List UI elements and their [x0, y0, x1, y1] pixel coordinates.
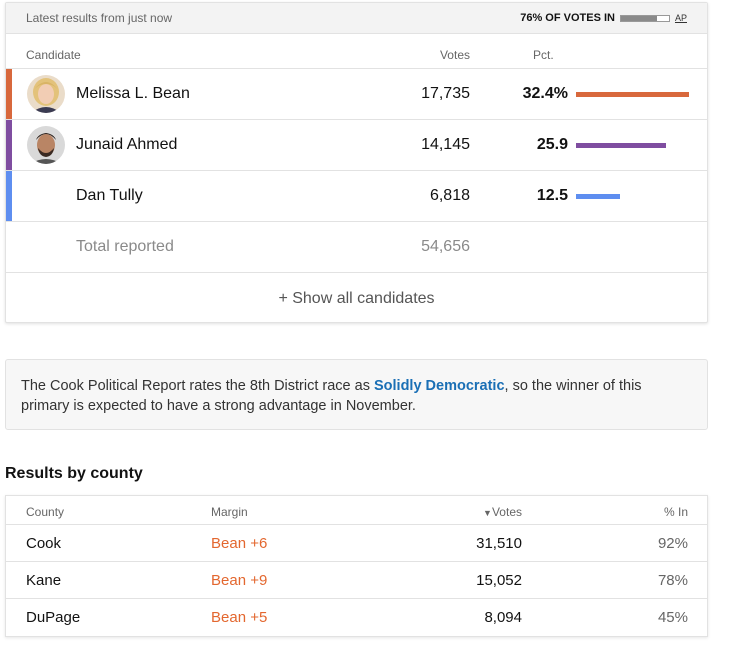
latest-results-text: Latest results from just now: [26, 11, 173, 25]
candidate-pct-bar: [576, 143, 666, 148]
county-table-header: County Margin ▼Votes % In: [6, 496, 707, 525]
candidate-color-stripe: [6, 120, 12, 170]
votes-in-indicator: 76% OF VOTES IN AP: [520, 12, 687, 24]
column-votes-label: Votes: [491, 505, 522, 519]
county-name: DuPage: [26, 609, 81, 626]
candidate-table-header: Candidate Votes Pct.: [6, 34, 707, 69]
candidate-color-stripe: [6, 171, 12, 221]
candidate-row: Dan Tully 6,818 12.5: [6, 171, 707, 222]
county-pct-in: 78%: [657, 572, 688, 589]
rating-highlight-link[interactable]: Solidly Democratic: [373, 378, 505, 394]
county-votes: 8,094: [484, 609, 522, 626]
votes-in-progress-bar: [619, 14, 670, 22]
candidate-avatar-ahmed: [27, 126, 65, 164]
candidate-name: Melissa L. Bean: [76, 85, 190, 102]
candidate-name: Junaid Ahmed: [76, 136, 178, 153]
county-row: DuPage Bean +5 8,094 45%: [6, 599, 707, 636]
county-margin: Bean +9: [211, 572, 268, 589]
column-pct: Pct.: [533, 48, 554, 62]
show-all-candidates-button[interactable]: + Show all candidates: [278, 290, 435, 307]
total-reported-votes: 54,656: [421, 238, 470, 255]
results-header: Latest results from just now 76% OF VOTE…: [6, 3, 707, 34]
candidate-votes: 17,735: [421, 85, 470, 102]
county-name: Cook: [26, 535, 62, 552]
county-margin: Bean +6: [211, 535, 268, 552]
column-pct-in: % In: [663, 505, 688, 519]
candidate-pct: 25.9: [536, 136, 568, 153]
candidate-row: Junaid Ahmed 14,145 25.9: [6, 120, 707, 171]
candidate-pct-bar: [576, 92, 689, 97]
total-reported-row: Total reported 54,656: [6, 222, 707, 273]
total-reported-label: Total reported: [76, 238, 174, 255]
column-county: County: [26, 505, 65, 519]
candidate-color-stripe: [6, 69, 12, 119]
county-pct-in: 92%: [657, 535, 688, 552]
column-candidate: Candidate: [26, 48, 81, 62]
county-row: Kane Bean +9 15,052 78%: [6, 562, 707, 599]
ap-source-link[interactable]: AP: [674, 13, 687, 23]
column-votes-sortable[interactable]: ▼Votes: [426, 505, 522, 519]
candidate-votes: 14,145: [421, 136, 470, 153]
candidate-pct-bar: [576, 194, 620, 199]
race-rating-note: The Cook Political Report rates the 8th …: [5, 359, 708, 430]
county-pct-in: 45%: [657, 609, 688, 626]
county-results-title: Results by county: [5, 465, 143, 482]
county-row: Cook Bean +6 31,510 92%: [6, 525, 707, 562]
county-name: Kane: [26, 572, 62, 589]
county-votes: 31,510: [476, 535, 522, 552]
candidate-name: Dan Tully: [76, 187, 143, 204]
candidate-pct: 12.5: [536, 187, 568, 204]
column-margin: Margin: [211, 505, 248, 519]
votes-in-label: 76% OF VOTES IN: [520, 12, 615, 24]
county-results-table: County Margin ▼Votes % In Cook Bean +6 3…: [5, 495, 708, 637]
results-card: Latest results from just now 76% OF VOTE…: [5, 2, 708, 323]
votes-in-progress-fill: [620, 15, 658, 21]
candidate-row: Melissa L. Bean 17,735 32.4%: [6, 69, 707, 120]
sort-down-icon: ▼: [483, 508, 492, 518]
rating-note-text: The Cook Political Report rates the 8th …: [21, 378, 374, 394]
column-votes: Votes: [439, 48, 470, 62]
county-margin: Bean +5: [211, 609, 268, 626]
candidate-pct: 32.4%: [522, 85, 568, 102]
candidate-avatar-bean: [27, 75, 65, 113]
county-votes: 15,052: [476, 572, 522, 589]
candidate-votes: 6,818: [429, 187, 470, 204]
rating-note-text-end: , so the winner of this primary is expec…: [21, 378, 642, 414]
